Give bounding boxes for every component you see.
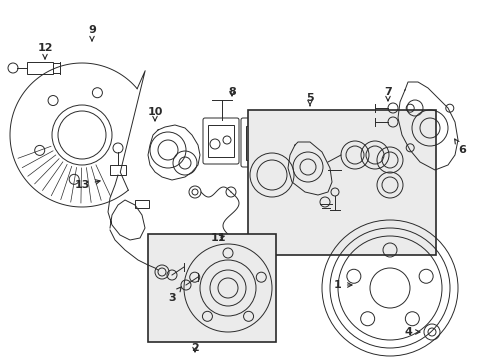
Text: 8: 8 xyxy=(228,87,236,97)
Text: 3: 3 xyxy=(168,287,181,303)
Bar xyxy=(135,200,149,208)
Bar xyxy=(248,110,436,255)
Text: 11: 11 xyxy=(210,233,226,243)
Text: 1: 1 xyxy=(334,280,352,290)
Text: 9: 9 xyxy=(88,25,96,41)
Text: 5: 5 xyxy=(306,93,314,106)
Text: 10: 10 xyxy=(147,107,163,121)
Text: 4: 4 xyxy=(404,327,420,337)
Text: 13: 13 xyxy=(74,180,100,190)
Bar xyxy=(246,126,270,160)
Bar xyxy=(27,62,53,74)
Text: 7: 7 xyxy=(384,87,392,101)
Bar xyxy=(148,234,276,342)
Bar xyxy=(110,165,126,175)
Text: 2: 2 xyxy=(191,343,199,353)
Text: 12: 12 xyxy=(37,43,53,59)
Bar xyxy=(208,125,234,157)
Text: 6: 6 xyxy=(455,139,466,155)
